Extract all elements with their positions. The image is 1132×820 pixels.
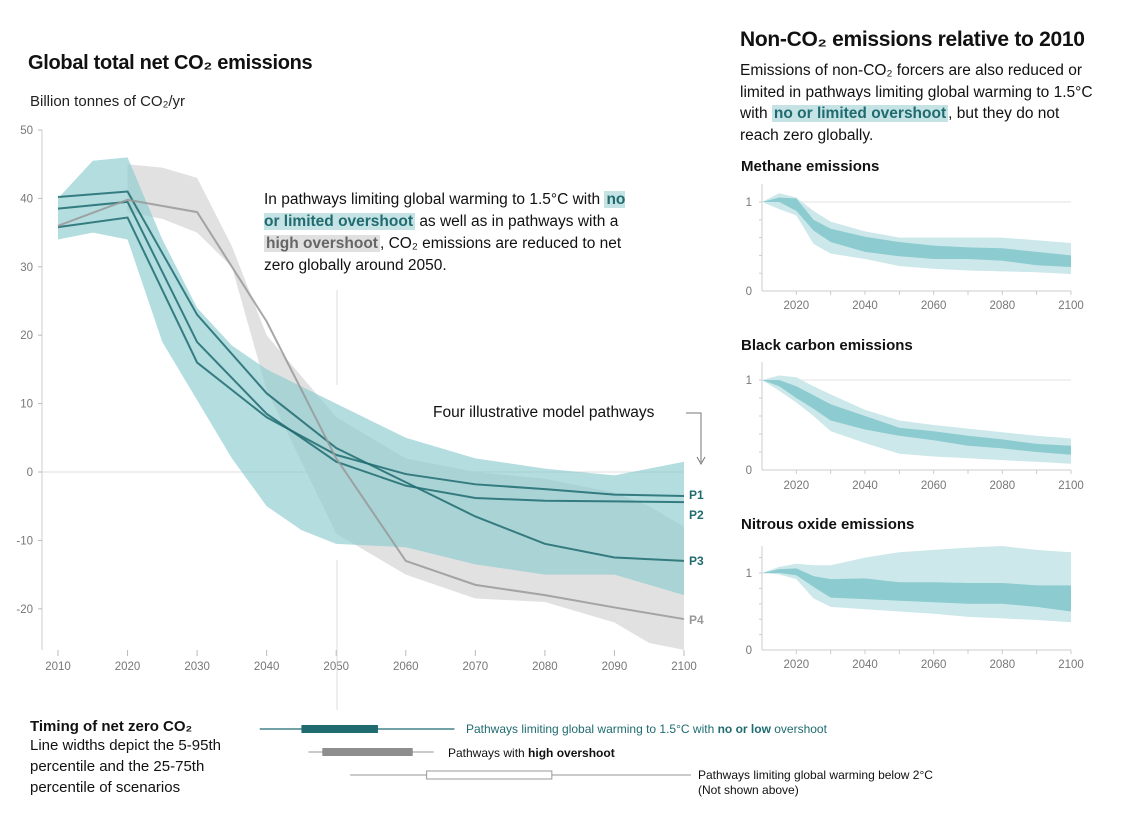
- band-25-75: [762, 197, 1071, 267]
- x-tick-label: 2100: [671, 661, 697, 673]
- timing-box: [301, 725, 378, 733]
- nitrous-oxide-title: Nitrous oxide emissions: [741, 516, 915, 533]
- annotation-text: , CO₂ emissions are reduced to net zero …: [264, 235, 622, 274]
- y-tick-label: -20: [16, 604, 33, 616]
- x-tick-label: 2070: [463, 661, 489, 673]
- legend-bold: no or low: [717, 722, 771, 736]
- legend-text: Pathways limiting global warming below 2…: [698, 768, 933, 782]
- y-tick-label: 1: [746, 568, 752, 580]
- x-tick-label: 2090: [602, 661, 628, 673]
- x-tick-label: 2030: [184, 661, 210, 673]
- pathway-label-P3: P3: [689, 554, 704, 568]
- methane-title: Methane emissions: [741, 158, 880, 175]
- pathway-label-P4: P4: [689, 613, 704, 627]
- legend-text: Pathways with: [448, 746, 529, 760]
- x-tick-label: 2040: [254, 661, 280, 673]
- y-tick-label: 0: [746, 465, 752, 477]
- band-no-or-limited-overshoot: [58, 157, 684, 596]
- x-tick-label: 2100: [1058, 659, 1084, 671]
- pathway-label-P2: P2: [689, 508, 704, 522]
- timing-box: [322, 748, 413, 756]
- y-tick-label: 40: [20, 193, 33, 205]
- x-tick-label: 2010: [45, 661, 71, 673]
- legend-note: (Not shown above): [698, 783, 799, 797]
- legend-text: overshoot: [770, 722, 827, 736]
- y-tick-label: 30: [20, 262, 33, 274]
- timing-legend: Timing of net zero CO₂ Line widths depic…: [30, 718, 250, 798]
- y-tick-label: 0: [27, 467, 33, 479]
- legend-below-2c: Pathways limiting global warming below 2…: [698, 768, 933, 798]
- band-25-75: [762, 380, 1071, 455]
- timing-description: Line widths depict the 5-95th percentile…: [30, 737, 221, 796]
- y-tick-label: 0: [746, 286, 752, 298]
- x-tick-label: 2050: [323, 661, 349, 673]
- x-tick-label: 2100: [1058, 480, 1084, 492]
- timing-title: Timing of net zero CO₂: [30, 718, 193, 735]
- y-axis-unit-label: Billion tonnes of CO₂/yr: [30, 93, 186, 110]
- highlight-high-overshoot: high overshoot: [264, 235, 380, 252]
- x-tick-label: 2060: [393, 661, 419, 673]
- x-tick-label: 2100: [1058, 300, 1084, 312]
- legend-text: Pathways limiting global warming to 1.5°…: [466, 722, 718, 736]
- annotation-text: as well as in pathways with a: [419, 213, 619, 230]
- x-tick-label: 2020: [784, 659, 810, 671]
- y-tick-label: 10: [20, 399, 33, 411]
- x-tick-label: 2080: [532, 661, 558, 673]
- right-description: Emissions of non-CO₂ forcers are also re…: [740, 60, 1100, 146]
- timing-box: [426, 770, 553, 780]
- x-tick-label: 2080: [990, 480, 1016, 492]
- black-carbon-title: Black carbon emissions: [741, 337, 913, 354]
- pathway-line-P2: [57, 200, 685, 504]
- x-tick-label: 2020: [784, 480, 810, 492]
- x-tick-label: 2080: [990, 300, 1016, 312]
- legend-no-low-overshoot: Pathways limiting global warming to 1.5°…: [466, 722, 827, 736]
- annotation-text: In pathways limiting global warming to 1…: [264, 191, 601, 208]
- band-25-75: [762, 568, 1071, 612]
- pathway-line-P3: [57, 190, 685, 562]
- co2-annotation: In pathways limiting global warming to 1…: [264, 189, 644, 277]
- legend-bold: high overshoot: [528, 746, 615, 760]
- legend-high-overshoot: Pathways with high overshoot: [448, 746, 615, 760]
- pathways-arrowhead: [696, 456, 706, 466]
- x-tick-label: 2040: [852, 300, 878, 312]
- y-tick-label: -10: [16, 535, 33, 547]
- pathway-label-P1: P1: [689, 488, 704, 502]
- x-tick-label: 2020: [115, 661, 141, 673]
- y-tick-label: 0: [746, 645, 752, 657]
- pathways-label: Four illustrative model pathways: [433, 404, 655, 421]
- right-title: Non-CO₂ emissions relative to 2010: [740, 28, 1085, 51]
- x-tick-label: 2020: [784, 300, 810, 312]
- main-chart-title: Global total net CO₂ emissions: [28, 52, 313, 74]
- pathway-line-P4: [57, 198, 685, 621]
- description-text: Emissions of non-CO₂ forcers are also re…: [740, 62, 1093, 122]
- x-tick-label: 2040: [852, 659, 878, 671]
- y-tick-label: 1: [746, 375, 752, 387]
- y-tick-label: 20: [20, 330, 33, 342]
- x-tick-label: 2040: [852, 480, 878, 492]
- x-tick-label: 2060: [921, 480, 947, 492]
- pathways-arrow: [686, 412, 702, 462]
- x-tick-label: 2060: [921, 300, 947, 312]
- description-text: , but they do not reach zero globally.: [740, 105, 1060, 144]
- y-tick-label: 1: [746, 197, 752, 209]
- highlight-no-limited-overshoot: no or limited overshoot: [771, 105, 949, 122]
- x-tick-label: 2060: [921, 659, 947, 671]
- y-tick-label: 50: [20, 125, 33, 137]
- x-tick-label: 2080: [990, 659, 1016, 671]
